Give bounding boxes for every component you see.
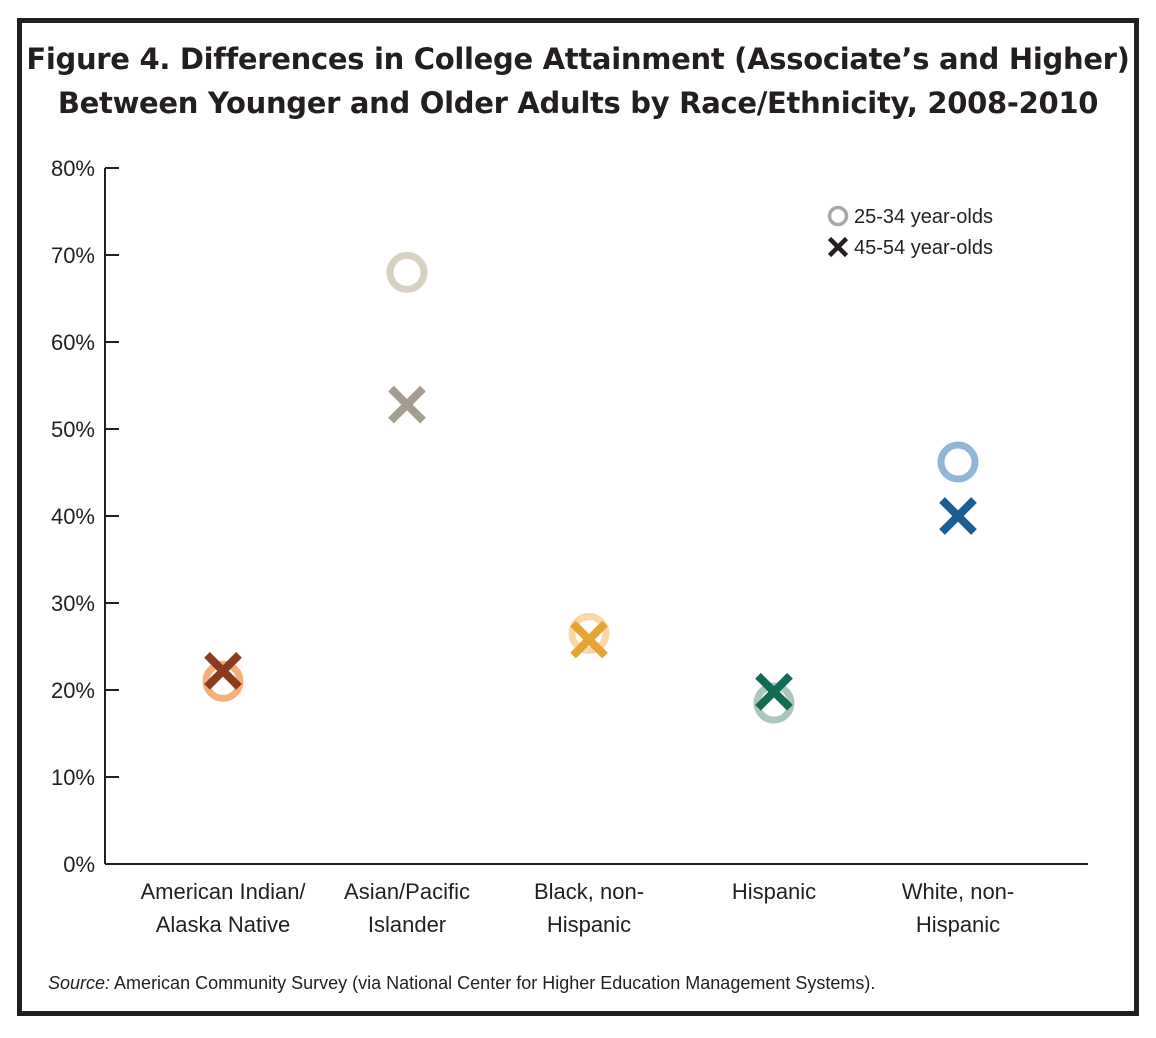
x-tick-label-2-1: Hispanic xyxy=(547,912,631,937)
x-tick-label-0-1: Alaska Native xyxy=(156,912,291,937)
point-x-0 xyxy=(204,652,242,690)
y-tick-label-50: 50% xyxy=(51,417,95,442)
y-tick-label-80: 80% xyxy=(51,156,95,181)
point-x-1 xyxy=(388,385,426,424)
legend-label-45-54: 45-54 year-olds xyxy=(854,237,993,259)
source-text: American Community Survey (via National … xyxy=(110,973,876,993)
y-tick-label-0: 0% xyxy=(63,852,95,877)
legend-x-marker xyxy=(827,236,849,258)
legend-label-25-34: 25-34 year-olds xyxy=(854,206,993,228)
point-x-2 xyxy=(570,620,608,659)
y-tick-label-20: 20% xyxy=(51,678,95,703)
x-tick-label-4-0: White, non- xyxy=(902,879,1015,904)
chart-title-line-2: Between Younger and Older Adults by Race… xyxy=(57,86,1099,120)
y-tick-label-60: 60% xyxy=(51,330,95,355)
point-circle-3 xyxy=(753,682,795,724)
figure-frame: Figure 4. Differences in College Attainm… xyxy=(17,18,1139,1016)
x-tick-label-1-1: Islander xyxy=(368,912,446,937)
x-tick-label-2-0: Black, non- xyxy=(534,879,644,904)
y-tick-label-40: 40% xyxy=(51,504,95,529)
source-note: Source: American Community Survey (via N… xyxy=(48,973,875,994)
x-tick-label-1-0: Asian/Pacific xyxy=(344,879,470,904)
point-x-4 xyxy=(939,497,977,535)
scatter-chart: 0% 10% 20% 30% 40% 50% 60% 70% 80% American India… xyxy=(51,156,1088,937)
x-tick-label-3-0: Hispanic xyxy=(732,879,816,904)
point-circle-4 xyxy=(937,441,979,483)
x-tick-label-4-1: Hispanic xyxy=(916,912,1000,937)
y-tick-label-10: 10% xyxy=(51,765,95,790)
point-x-3 xyxy=(755,672,793,711)
chart-title: Figure 4. Differences in College Attainm… xyxy=(22,37,1134,125)
x-tick-label-0-0: American Indian/ xyxy=(140,879,306,904)
source-label: Source: xyxy=(48,973,111,993)
chart-title-line-1: Figure 4. Differences in College Attainm… xyxy=(26,42,1130,76)
y-tick-label-70: 70% xyxy=(51,243,95,268)
point-circle-1 xyxy=(386,251,428,293)
point-circle-2 xyxy=(568,612,610,654)
point-circle-0 xyxy=(202,660,244,702)
y-tick-label-30: 30% xyxy=(51,591,95,616)
legend-circle-marker xyxy=(827,205,849,227)
